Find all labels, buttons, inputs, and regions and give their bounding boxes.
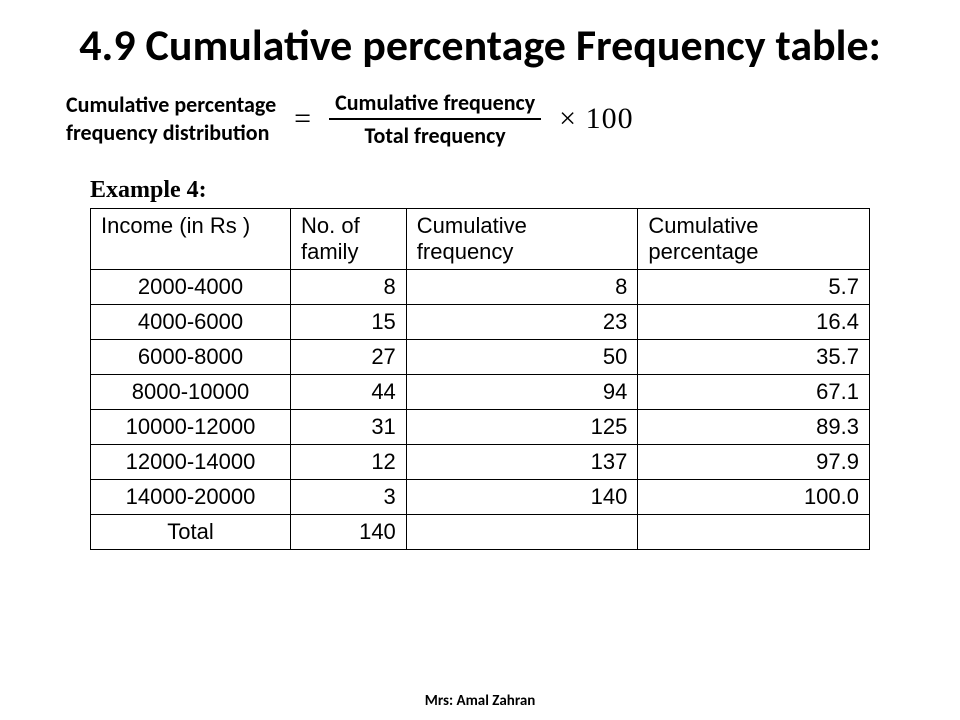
table-row: Total140	[91, 514, 870, 549]
footer-credit: Mrs: Amal Zahran	[0, 692, 960, 710]
table-row: 10000-120003112589.3	[91, 409, 870, 444]
times-hundred: × 100	[559, 102, 633, 136]
table-cell: 67.1	[638, 374, 870, 409]
formula-lhs-line2: frequency distribution	[66, 119, 276, 147]
table-header: Income (in Rs )No. offamilyCumulativefre…	[91, 208, 870, 269]
page-title: 4.9 Cumulative percentage Frequency tabl…	[30, 20, 930, 71]
table-col-header-line2: family	[301, 239, 396, 265]
table-cell: 137	[406, 444, 638, 479]
table-cell: 94	[406, 374, 638, 409]
table-col-header-line2: percentage	[648, 239, 859, 265]
table-col-header-line1: Income (in Rs )	[101, 213, 280, 239]
table-col-header: Cumulativepercentage	[638, 208, 870, 269]
table-row: 2000-4000885.7	[91, 269, 870, 304]
table-cell: 15	[291, 304, 407, 339]
table-row: 6000-8000275035.7	[91, 339, 870, 374]
table-cell: 35.7	[638, 339, 870, 374]
table-header-row: Income (in Rs )No. offamilyCumulativefre…	[91, 208, 870, 269]
table-cell: 125	[406, 409, 638, 444]
table-cell: 31	[291, 409, 407, 444]
table-cell: 8	[291, 269, 407, 304]
table-cell: 8000-10000	[91, 374, 291, 409]
table-row: 14000-200003140100.0	[91, 479, 870, 514]
table-container: Income (in Rs )No. offamilyCumulativefre…	[90, 208, 870, 550]
table-cell: 2000-4000	[91, 269, 291, 304]
table-cell: 140	[291, 514, 407, 549]
table-body: 2000-4000885.74000-6000152316.46000-8000…	[91, 269, 870, 549]
table-cell: 97.9	[638, 444, 870, 479]
fraction-numerator: Cumulative frequency	[329, 89, 541, 118]
table-cell: 12	[291, 444, 407, 479]
table-cell: 5.7	[638, 269, 870, 304]
table-cell: 23	[406, 304, 638, 339]
formula: Cumulative percentage frequency distribu…	[66, 89, 930, 149]
frequency-table: Income (in Rs )No. offamilyCumulativefre…	[90, 208, 870, 550]
formula-lhs: Cumulative percentage frequency distribu…	[66, 91, 276, 146]
table-cell: 140	[406, 479, 638, 514]
formula-fraction: Cumulative frequency Total frequency	[329, 89, 541, 149]
table-row: 4000-6000152316.4	[91, 304, 870, 339]
table-cell: 10000-12000	[91, 409, 291, 444]
table-cell: 8	[406, 269, 638, 304]
formula-lhs-line1: Cumulative percentage	[66, 91, 276, 119]
table-cell: 27	[291, 339, 407, 374]
table-cell: 12000-14000	[91, 444, 291, 479]
table-col-header-line2: frequency	[417, 239, 628, 265]
table-cell: 89.3	[638, 409, 870, 444]
table-cell: 3	[291, 479, 407, 514]
table-col-header-line1: Cumulative	[648, 213, 859, 239]
slide: 4.9 Cumulative percentage Frequency tabl…	[0, 0, 960, 720]
table-cell: 44	[291, 374, 407, 409]
hundred: 100	[586, 102, 634, 135]
table-col-header: No. offamily	[291, 208, 407, 269]
table-col-header: Income (in Rs )	[91, 208, 291, 269]
table-cell: Total	[91, 514, 291, 549]
times-sign: ×	[559, 102, 577, 135]
table-col-header-line1: Cumulative	[417, 213, 628, 239]
table-cell: 4000-6000	[91, 304, 291, 339]
table-cell	[638, 514, 870, 549]
table-col-header: Cumulativefrequency	[406, 208, 638, 269]
table-cell: 100.0	[638, 479, 870, 514]
equals-sign: =	[294, 102, 311, 136]
table-row: 12000-140001213797.9	[91, 444, 870, 479]
table-cell: 16.4	[638, 304, 870, 339]
table-cell: 14000-20000	[91, 479, 291, 514]
table-row: 8000-10000449467.1	[91, 374, 870, 409]
table-cell	[406, 514, 638, 549]
table-cell: 6000-8000	[91, 339, 291, 374]
table-col-header-line1: No. of	[301, 213, 396, 239]
table-cell: 50	[406, 339, 638, 374]
fraction-denominator: Total frequency	[359, 120, 512, 149]
example-label: Example 4:	[90, 177, 930, 204]
